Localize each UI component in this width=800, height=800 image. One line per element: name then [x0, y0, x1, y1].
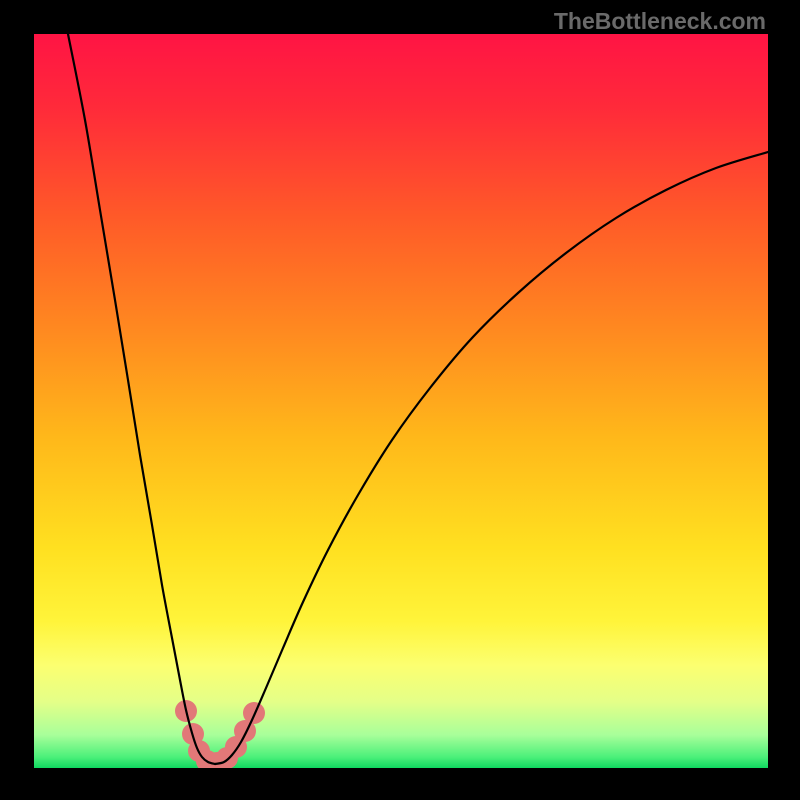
gradient-plot-area [34, 34, 768, 768]
watermark-label: TheBottleneck.com [554, 8, 766, 35]
chart-container: TheBottleneck.com [0, 0, 800, 800]
